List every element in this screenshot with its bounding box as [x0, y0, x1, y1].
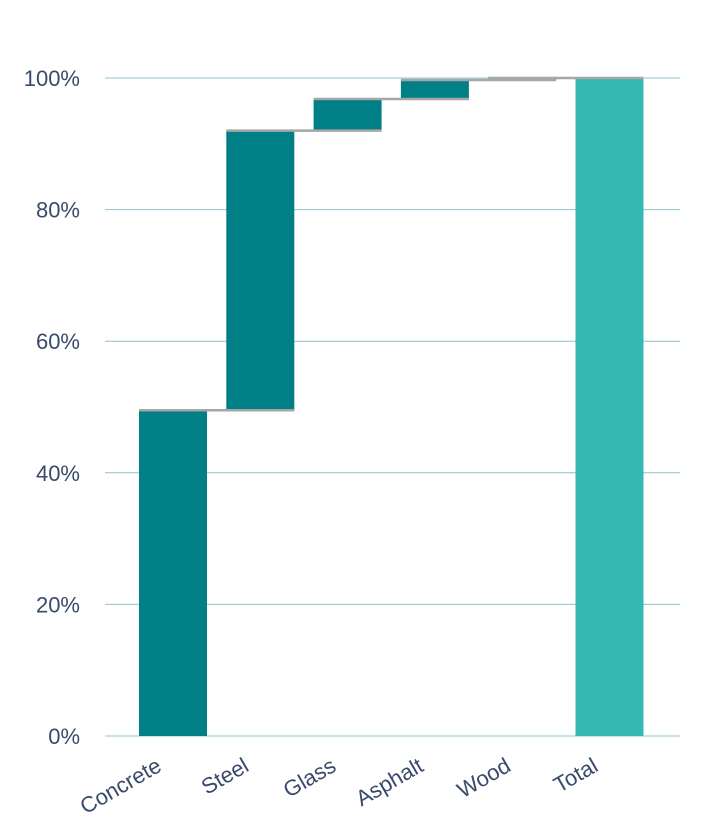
bar-asphalt [400, 79, 469, 100]
x-tick-label: Glass [279, 753, 340, 803]
x-tick-label: Total [549, 753, 602, 798]
bar-glass [313, 99, 382, 131]
connectors [139, 76, 644, 412]
y-tick-label: 80% [36, 198, 80, 223]
bar-concrete [139, 410, 207, 736]
x-tick-label: Steel [197, 753, 253, 800]
y-axis-ticks: 0% 20% 40% 60% 80% 100% [24, 66, 80, 749]
y-tick-label: 100% [24, 66, 80, 91]
x-tick-label: Wood [453, 753, 515, 803]
bar-steel [226, 130, 295, 411]
x-tick-label: Asphalt [351, 753, 427, 811]
x-axis-labels: Concrete Steel Glass Asphalt Wood Total [76, 753, 602, 819]
y-tick-label: 40% [36, 461, 80, 486]
bars [139, 78, 644, 736]
y-tick-label: 20% [36, 592, 80, 617]
y-tick-label: 60% [36, 329, 80, 354]
y-tick-label: 0% [48, 724, 80, 749]
bar-total [575, 78, 644, 736]
x-tick-label: Concrete [76, 753, 166, 819]
